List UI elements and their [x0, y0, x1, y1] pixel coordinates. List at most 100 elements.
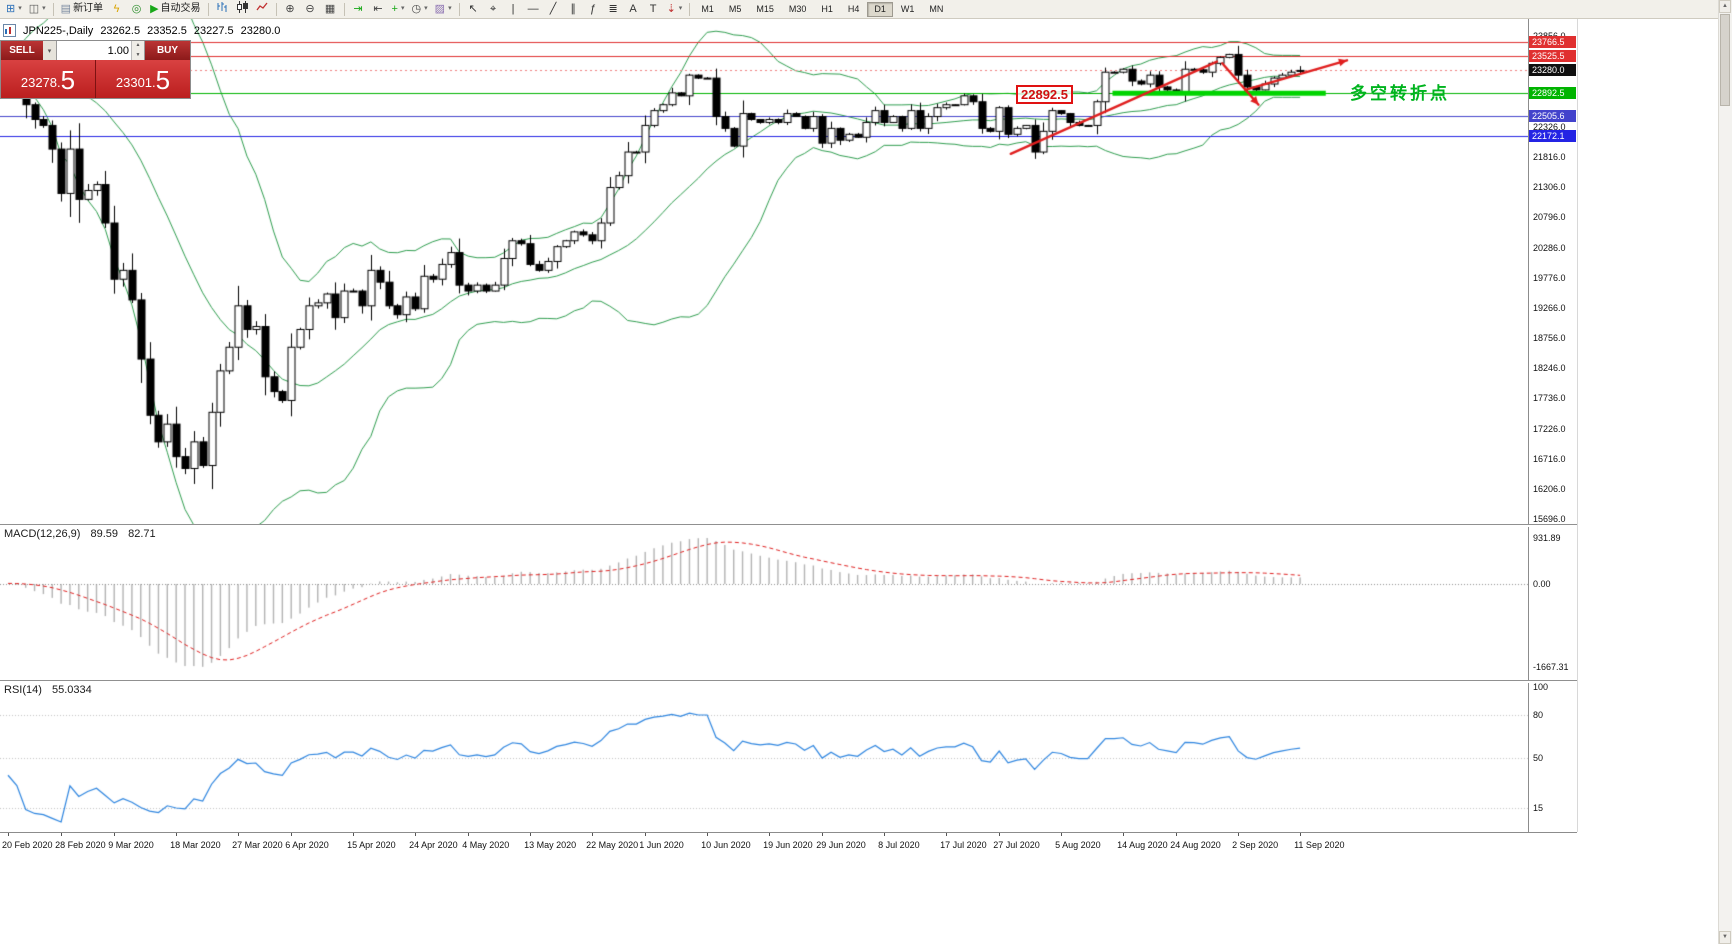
time-axis-label: 20 Feb 2020 [2, 840, 53, 850]
price-scale-tick: 18756.0 [1533, 333, 1566, 343]
new-order-button[interactable]: ▤ 新订单 [58, 1, 106, 17]
metaeditor-button[interactable]: ϟ [107, 1, 126, 17]
time-axis-tick [176, 833, 177, 836]
macd-panel-canvas[interactable] [0, 526, 1528, 680]
volume-field: ▲ ▼ [56, 41, 145, 60]
rsi-panel-separator[interactable] [0, 680, 1577, 683]
tile-windows-button[interactable]: ▦ [321, 1, 340, 17]
timeframe-h1[interactable]: H1 [814, 2, 840, 17]
rsi-name: RSI(14) [4, 684, 42, 696]
shapes-button[interactable]: ≣ [604, 1, 623, 17]
chart-candles-button[interactable] [233, 1, 252, 17]
timeframe-d1[interactable]: D1 [867, 1, 893, 17]
volume-up-button[interactable]: ▲ [132, 41, 144, 51]
trendline-button[interactable]: ╱ [544, 1, 563, 17]
text-button[interactable]: A [624, 1, 643, 17]
fibonacci-icon: ƒ [590, 3, 597, 15]
equidistant-channel-button[interactable]: ∥ [564, 1, 583, 17]
time-axis-tick [530, 833, 531, 836]
order-type-dropdown[interactable]: ▾ [43, 41, 56, 60]
auto-scroll-icon: ⇥ [353, 3, 363, 15]
tile-windows-icon: ▦ [324, 3, 336, 15]
chevron-down-icon: ▾ [424, 5, 428, 12]
zoom-in-button[interactable]: ⊕ [281, 1, 300, 17]
time-axis-label: 22 May 2020 [586, 840, 639, 850]
price-scale-tick: 19776.0 [1533, 272, 1566, 283]
periods-icon: ◷ [411, 3, 422, 15]
time-axis[interactable]: 20 Feb 2020 28 Feb 2020 9 Mar 2020 18 Mar 2… [0, 832, 1577, 857]
buy-price-display[interactable]: 23301. 5 [96, 60, 190, 98]
timeframe-mn[interactable]: MN [922, 2, 950, 17]
macd-scale-min: -1667.31 [1533, 661, 1569, 672]
buy-button[interactable]: BUY [145, 41, 190, 60]
vertical-line-button[interactable]: | [504, 1, 523, 17]
scrollbar-thumb[interactable] [1720, 14, 1730, 106]
time-axis-label: 9 Mar 2020 [108, 840, 154, 850]
chart-line-button[interactable] [253, 1, 272, 17]
scroll-up-button[interactable]: ▲ [1719, 0, 1731, 13]
price-scale-tick: 19266.0 [1533, 302, 1566, 313]
periods-button[interactable]: ◷ ▾ [409, 1, 431, 17]
price-level-badge: 22172.1 [1529, 129, 1576, 142]
timeframe-w1[interactable]: W1 [894, 2, 922, 17]
open-value: 23262.5 [100, 24, 141, 37]
time-axis-label: 24 Apr 2020 [409, 840, 458, 850]
one-click-trading-panel: SELL ▾ ▲ ▼ BUY 23278.5 23301.5 [0, 40, 191, 99]
chevron-down-icon: ▾ [448, 5, 452, 12]
profiles-icon: ◫ [28, 3, 40, 15]
time-axis-label: 10 Jun 2020 [701, 840, 751, 850]
fibonacci-button[interactable]: ƒ [584, 1, 603, 17]
options-button[interactable]: ◎ [127, 1, 146, 17]
timeframe-m1[interactable]: M1 [694, 2, 721, 17]
auto-scroll-button[interactable]: ⇥ [349, 1, 368, 17]
arrow-down-icon: ▼ [1722, 934, 1728, 940]
time-axis-label: 5 Aug 2020 [1055, 840, 1101, 850]
indicators-list-button[interactable]: + ▾ [389, 1, 408, 17]
timeframe-m30[interactable]: M30 [782, 2, 814, 17]
crosshair-icon: ⌖ [489, 3, 497, 15]
templates-button[interactable]: ▨ ▾ [432, 1, 455, 17]
timeframe-m15[interactable]: M15 [749, 2, 781, 17]
price-chart-canvas[interactable] [0, 18, 1528, 524]
volume-down-button[interactable]: ▼ [132, 50, 144, 60]
text-label-button[interactable]: T [644, 1, 663, 17]
timeframe-h4[interactable]: H4 [841, 2, 867, 17]
autotrading-label: 自动交易 [160, 3, 201, 14]
price-scale[interactable]: 23856.022326.021816.021306.020796.020286… [1528, 18, 1578, 832]
chevron-down-icon: ▾ [18, 5, 22, 12]
time-axis-label: 27 Jul 2020 [993, 840, 1040, 850]
cursor-button[interactable]: ↖ [464, 1, 483, 17]
ohlc-info-line: JPN225-,Daily 23262.5 23352.5 23227.5 23… [3, 24, 280, 37]
vertical-scrollbar[interactable]: ▲ ▼ [1718, 0, 1732, 944]
zoom-out-button[interactable]: ⊖ [301, 1, 320, 17]
sell-price-display[interactable]: 23278. 5 [1, 60, 95, 98]
time-axis-label: 28 Feb 2020 [55, 840, 106, 850]
price-level-annotation[interactable]: 22892.5 [1016, 85, 1073, 104]
scroll-down-button[interactable]: ▼ [1719, 931, 1731, 944]
new-chart-button[interactable]: ⊞ ▾ [3, 1, 25, 17]
time-axis-tick [61, 833, 62, 836]
sell-button[interactable]: SELL [1, 41, 43, 60]
price-scale-tick: 18246.0 [1533, 363, 1566, 374]
rsi-panel-canvas[interactable] [0, 682, 1528, 832]
autotrading-button[interactable]: ▶ 自动交易 [147, 1, 203, 17]
price-scale-tick: 17226.0 [1533, 423, 1566, 434]
macd-panel-separator[interactable] [0, 524, 1577, 527]
price-level-badge: 23280.0 [1529, 64, 1576, 77]
new-chart-icon: ⊞ [6, 3, 16, 15]
chart-shift-button[interactable]: ⇤ [369, 1, 388, 17]
volume-input[interactable] [57, 41, 131, 60]
time-axis-tick [415, 833, 416, 836]
timeframe-m5[interactable]: M5 [722, 2, 749, 17]
horizontal-line-button[interactable]: ― [524, 1, 543, 17]
profiles-button[interactable]: ◫ ▾ [26, 1, 49, 17]
sell-price-pips: 5 [60, 65, 76, 95]
chart-bars-button[interactable] [213, 1, 232, 17]
time-axis-tick [468, 833, 469, 836]
price-scale-tick: 16206.0 [1533, 483, 1566, 494]
time-axis-label: 15 Apr 2020 [347, 840, 396, 850]
arrows-tool-button[interactable]: ⇣ ▾ [664, 1, 686, 17]
crosshair-button[interactable]: ⌖ [484, 1, 503, 17]
time-axis-tick [1176, 833, 1177, 836]
